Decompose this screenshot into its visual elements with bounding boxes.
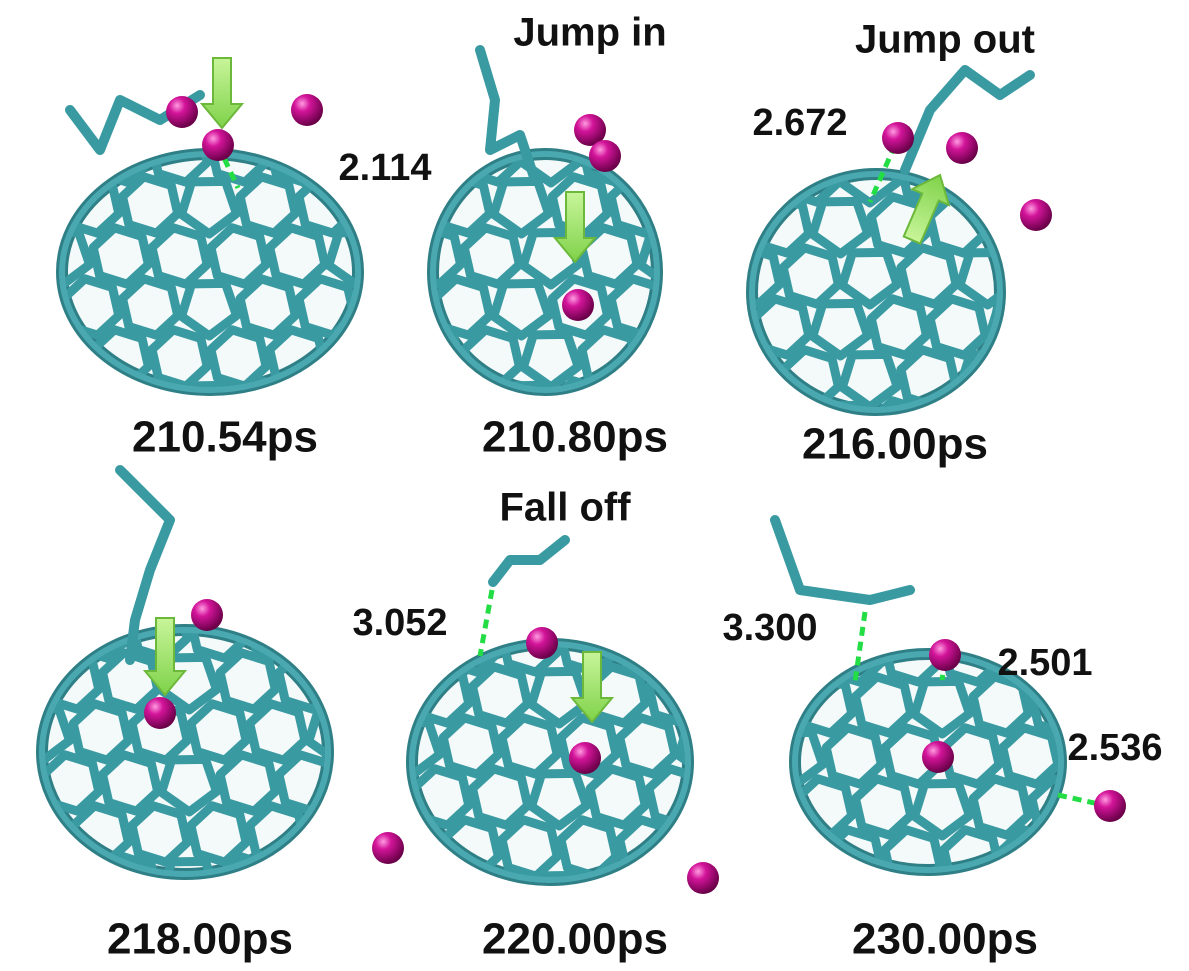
ring [338, 755, 393, 811]
ring [309, 810, 364, 863]
metal-atom [1094, 790, 1126, 822]
caption: Fall off [499, 486, 631, 530]
ring [708, 769, 763, 825]
ring [708, 667, 763, 723]
panel: 210.80ps Jump in [405, 11, 725, 462]
carbon-chain [493, 540, 565, 582]
distance-label: 3.300 [722, 607, 817, 649]
metal-atom [1020, 199, 1052, 231]
metal-atom [191, 599, 223, 631]
ring [1062, 834, 1117, 887]
ring [960, 354, 1015, 407]
ring [358, 279, 413, 335]
time-label: 218.00ps [107, 915, 293, 964]
panel: 220.00ps Fall off 3.052 [352, 486, 762, 964]
metal-atom [589, 140, 621, 172]
ring [670, 283, 725, 336]
metal-atom [291, 94, 323, 126]
distance-label: 2.536 [1067, 727, 1162, 769]
distance-label: 2.114 [339, 147, 432, 189]
figure: 210.54ps 2.114 210.80ps Jump in 216.00ps Jump… [0, 0, 1189, 971]
metal-atom [144, 697, 176, 729]
ring [641, 130, 696, 183]
ring [279, 857, 334, 913]
panel: 230.00ps 3.300 2.501 2.536 [722, 520, 1162, 964]
metal-atom [562, 289, 594, 321]
distance-line [480, 590, 492, 656]
cage-lattice [15, 602, 393, 914]
ring [35, 130, 90, 183]
ring [754, 401, 809, 457]
metal-atom [569, 742, 601, 774]
carbon-chain [775, 520, 910, 600]
ring [15, 606, 70, 659]
ring [724, 146, 779, 202]
ring [670, 385, 725, 438]
ring [358, 381, 413, 437]
ring [989, 405, 1044, 458]
ring [44, 857, 99, 913]
ring [414, 871, 469, 927]
ring [670, 181, 725, 234]
time-label: 220.00ps [482, 915, 668, 964]
metal-atom [946, 132, 978, 164]
caption: Jump out [855, 18, 1035, 62]
caption: Jump in [513, 11, 666, 55]
distance-label: 2.501 [997, 642, 1092, 684]
time-label: 230.00ps [852, 915, 1038, 964]
panel: 210.54ps 2.114 [35, 58, 432, 462]
metal-atom [202, 129, 234, 161]
ring [338, 653, 393, 709]
time-label: 210.54ps [132, 413, 318, 462]
arrow-shape [202, 58, 242, 128]
metal-atom [166, 96, 198, 128]
distance-label: 2.672 [752, 102, 847, 144]
arrow [202, 58, 242, 128]
ring [338, 857, 393, 913]
metal-atom [526, 627, 558, 659]
metal-atom [372, 832, 404, 864]
ring [1091, 677, 1146, 733]
time-label: 210.80ps [482, 413, 668, 462]
ring [768, 834, 823, 887]
metal-atom [929, 639, 961, 671]
distance-label: 3.052 [352, 602, 447, 644]
metal-atom [687, 862, 719, 894]
metal-atom [882, 122, 914, 154]
ring [35, 334, 90, 387]
ring [641, 334, 696, 387]
panel: 218.00ps [15, 470, 404, 964]
time-label: 216.00ps [802, 420, 988, 469]
metal-atom [922, 741, 954, 773]
ring [64, 381, 119, 437]
